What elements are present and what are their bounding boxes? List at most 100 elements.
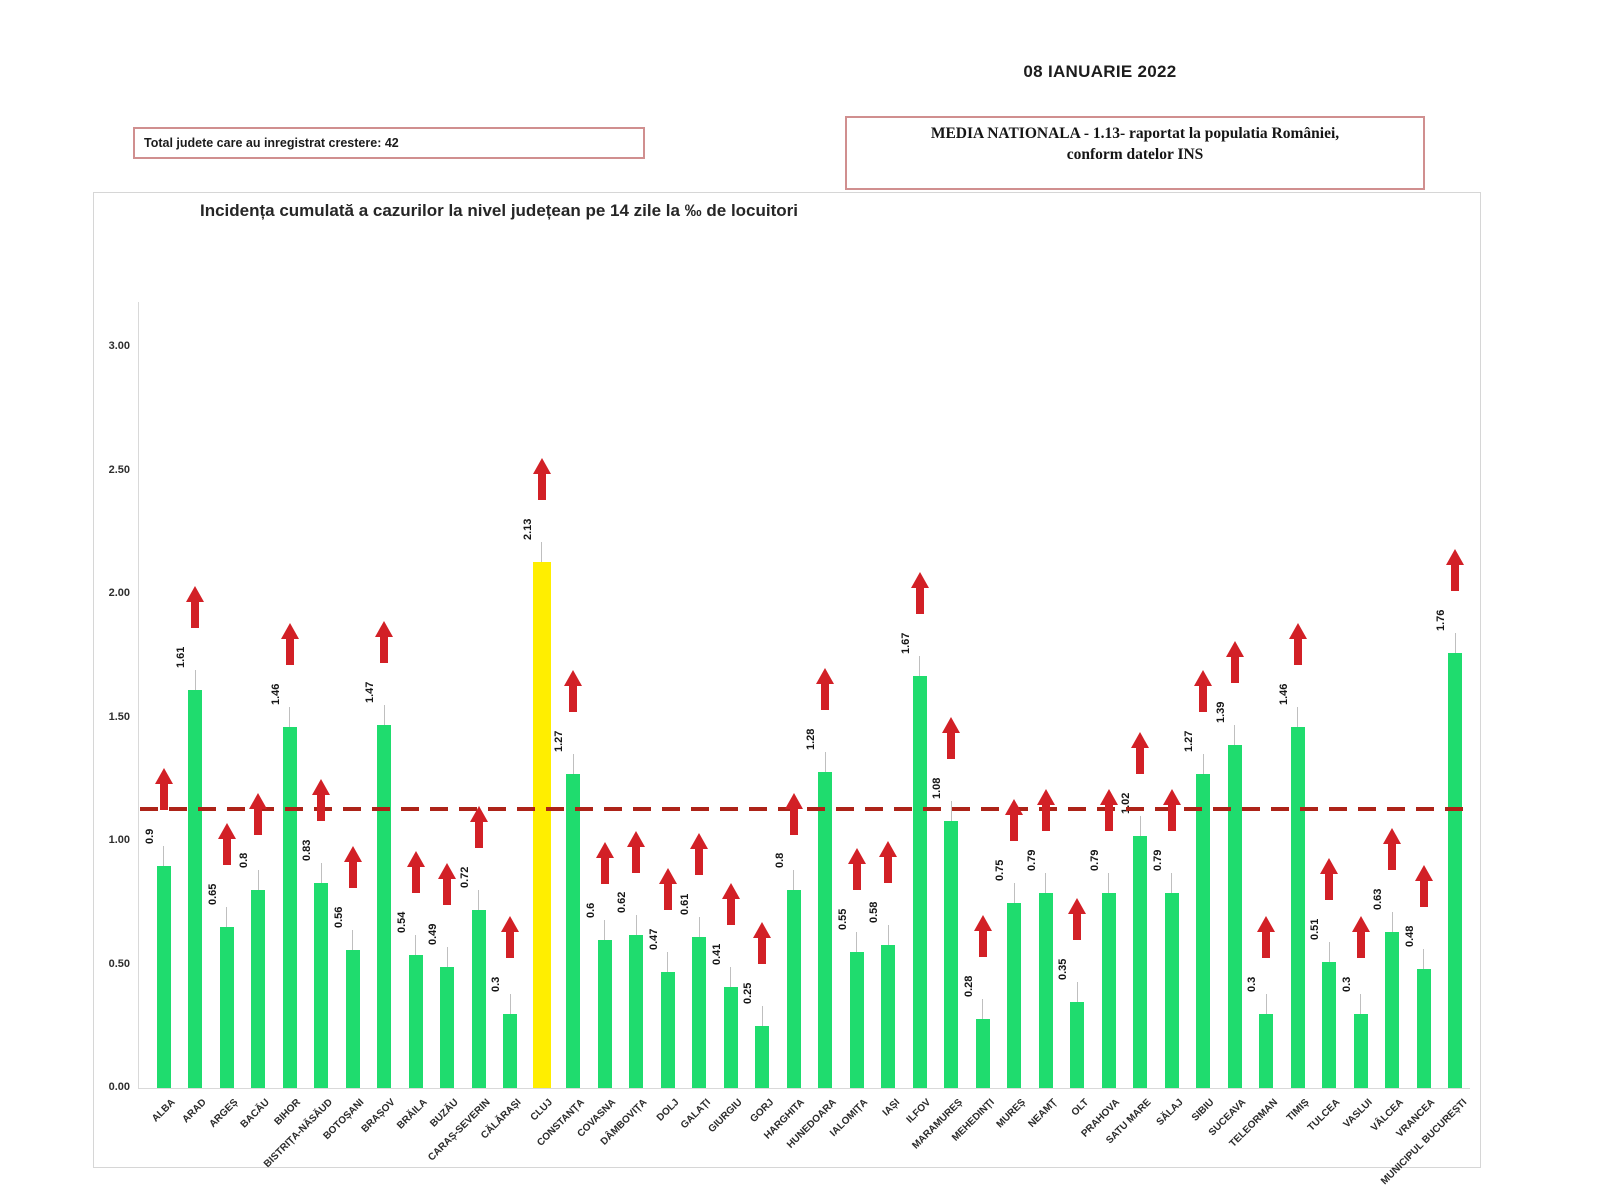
increase-arrow-icon	[1131, 732, 1149, 775]
arrow-head	[343, 845, 362, 862]
arrow-shaft	[1010, 814, 1018, 841]
increase-arrow-icon	[721, 882, 740, 925]
arrow-shaft	[947, 733, 955, 760]
arrow-head	[1414, 865, 1433, 882]
arrow-shaft	[852, 864, 861, 891]
label-leader-line	[1108, 872, 1109, 893]
y-axis-tick-label: 0.00	[108, 1081, 130, 1093]
bar-value-label: 1.08	[931, 777, 943, 800]
label-leader-line	[1076, 981, 1078, 1002]
y-axis-tick-label: 3.00	[108, 340, 130, 352]
bar	[755, 1026, 769, 1088]
bar-value-label: 0.79	[1151, 849, 1164, 871]
label-leader-line	[856, 932, 857, 953]
arrow-head	[1005, 798, 1023, 815]
arrow-head	[501, 916, 519, 933]
arrow-shaft	[695, 849, 703, 876]
bar	[1007, 902, 1021, 1088]
bar-value-label: 1.61	[175, 646, 187, 669]
bar-value-label: 0.8	[773, 853, 786, 869]
arrow-shaft	[632, 846, 640, 873]
increase-arrow-icon	[1068, 897, 1086, 940]
arrow-head	[249, 792, 267, 809]
y-axis-tick-label: 1.50	[108, 710, 130, 723]
label-leader-line	[320, 862, 322, 883]
arrow-shaft	[254, 808, 262, 835]
bar-value-label: 1.28	[805, 728, 817, 750]
arrow-shaft	[915, 587, 924, 614]
media-nationala-line1: MEDIA NATIONALA - 1.13- raportat la popu…	[930, 125, 1340, 142]
arrow-head	[1068, 897, 1086, 914]
arrow-head	[816, 667, 834, 684]
arrow-head	[721, 882, 740, 899]
arrow-head	[186, 586, 204, 603]
label-leader-line	[352, 929, 353, 950]
label-leader-line	[1360, 993, 1361, 1014]
arrow-head	[1288, 623, 1307, 640]
increase-arrow-icon	[847, 848, 866, 891]
label-leader-line	[194, 670, 196, 691]
arrow-head	[532, 457, 551, 474]
label-leader-line	[257, 870, 259, 891]
bar	[1416, 969, 1431, 1088]
arrow-shaft	[1356, 932, 1365, 959]
arrow-shaft	[474, 822, 483, 849]
increase-arrow-icon	[784, 792, 803, 835]
arrow-head	[1131, 732, 1149, 749]
bar-value-label: 0.3	[1340, 976, 1353, 992]
bar	[1227, 744, 1242, 1088]
bar-value-label: 0.61	[679, 893, 691, 916]
label-leader-line	[1202, 754, 1204, 775]
label-leader-line	[604, 919, 605, 940]
bar	[597, 939, 612, 1088]
arrow-shaft	[506, 932, 514, 959]
label-leader-line	[1391, 912, 1393, 933]
arrow-head	[1446, 549, 1464, 566]
label-leader-line	[982, 998, 983, 1019]
bar	[219, 927, 234, 1088]
arrow-shaft	[1262, 932, 1270, 959]
bar	[786, 890, 801, 1088]
bar	[849, 952, 864, 1088]
y-axis-tick-label: 2.50	[108, 463, 130, 476]
increase-arrow-icon	[312, 778, 330, 821]
increase-arrow-icon	[1288, 623, 1307, 666]
label-leader-line	[1171, 872, 1172, 893]
increase-arrow-icon	[1162, 788, 1181, 831]
bar-value-label: 0.83	[301, 839, 313, 861]
arrow-shaft	[191, 602, 199, 629]
label-leader-line	[446, 946, 448, 967]
increase-arrow-icon	[1446, 549, 1464, 592]
increase-arrow-icon	[973, 914, 992, 957]
arrow-shaft	[411, 866, 420, 893]
total-judete-box: Total judete care au inregistrat crester…	[133, 127, 645, 159]
bar-value-label: 0.58	[868, 901, 880, 923]
increase-arrow-icon	[753, 922, 771, 965]
bar	[1038, 892, 1053, 1088]
arrow-shaft	[789, 808, 798, 835]
label-leader-line	[226, 907, 227, 928]
bar-value-label: 0.54	[395, 911, 408, 933]
increase-arrow-icon	[879, 840, 897, 883]
bar	[1101, 892, 1116, 1088]
arrow-head	[406, 850, 425, 867]
arrow-shaft	[758, 938, 766, 965]
label-leader-line	[163, 845, 164, 866]
arrow-head	[1320, 858, 1338, 875]
arrow-head	[217, 823, 236, 840]
label-leader-line	[1297, 707, 1298, 728]
bar-value-label: 0.3	[1246, 976, 1258, 992]
bar-value-label: 1.67	[899, 632, 912, 654]
label-leader-line	[824, 751, 826, 772]
arrow-head	[910, 571, 929, 588]
bar-value-label: 0.75	[994, 859, 1006, 881]
bar	[629, 934, 643, 1088]
arrow-head	[753, 922, 771, 939]
arrow-head	[1036, 788, 1055, 805]
increase-arrow-icon	[1036, 788, 1055, 831]
bar-value-label: 1.47	[364, 681, 376, 703]
arrow-head	[1351, 916, 1370, 933]
increase-arrow-icon	[564, 670, 582, 713]
label-leader-line	[950, 801, 952, 822]
